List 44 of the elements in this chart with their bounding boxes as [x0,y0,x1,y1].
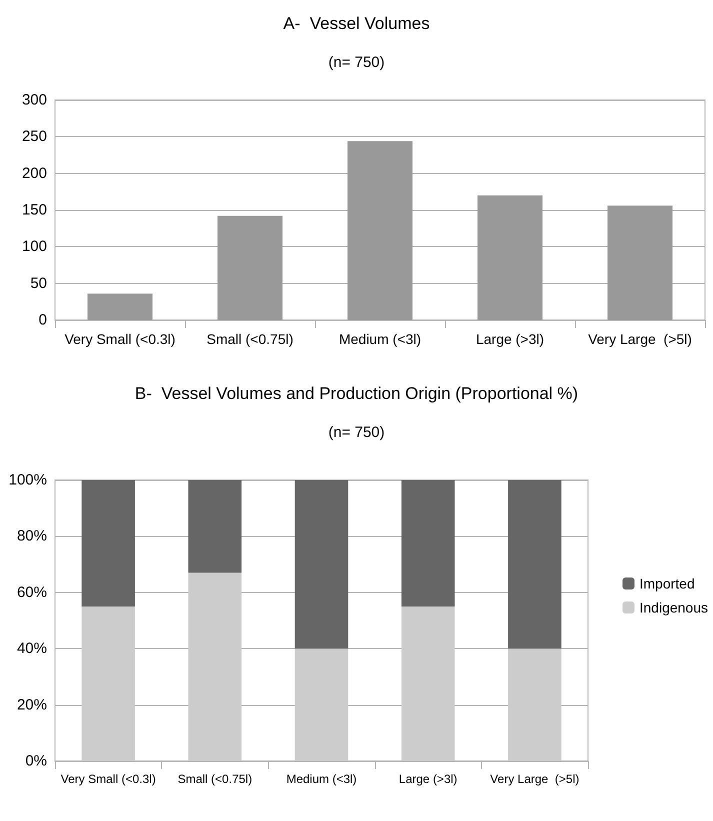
x-tick-label: Medium (<3l) [286,772,357,786]
bar [188,480,242,573]
x-tick-label: Large (>3l) [476,331,544,347]
x-tick-label: Very Small (<0.3l) [64,331,176,347]
y-tick-label: 250 [22,128,47,146]
x-tick-label: Very Small (<0.3l) [60,772,156,786]
y-tick-label: 60% [16,584,47,601]
y-tick-label: 40% [16,640,47,658]
x-tick-label: Small (<0.75l) [178,772,252,786]
bar [348,141,412,320]
x-tick-label: Very Large (>5l) [588,331,692,347]
chart-subtitle: (n= 750) [328,54,385,71]
bar [82,606,135,761]
legend-label: Indigenous [639,600,708,616]
chart-title: A- Vessel Volumes [283,14,430,33]
y-tick-label: 50 [30,274,47,292]
y-tick-label: 80% [16,528,47,545]
x-tick-label: Medium (<3l) [338,331,422,347]
y-tick-label: 200 [22,164,47,182]
bar [218,216,282,320]
bar [401,480,455,606]
bar [294,648,348,761]
bar [88,294,152,320]
bar [401,606,455,761]
y-tick-label: 100 [22,238,47,256]
y-tick-label: 0 [38,312,47,328]
y-tick-label: 300 [22,92,47,108]
bar [188,572,242,761]
legend-label: Imported [639,576,695,592]
y-tick-label: 0% [25,752,47,770]
chart-title: B- Vessel Volumes and Production Origin (Proportional %) [134,384,578,403]
x-tick-label: Large (>3l) [398,772,458,786]
bar [478,195,542,320]
chart-subtitle: (n= 750) [328,424,385,441]
bar [294,480,348,649]
x-tick-label: Small (<0.75l) [206,331,294,347]
y-tick-label: 150 [22,202,47,218]
y-tick-label: 100% [8,472,47,488]
bar [508,648,562,761]
bar [608,206,672,320]
bar [82,480,135,606]
y-tick-label: 20% [16,696,47,714]
bar [508,480,562,649]
x-tick-label: Very Large (>5l) [490,772,580,786]
